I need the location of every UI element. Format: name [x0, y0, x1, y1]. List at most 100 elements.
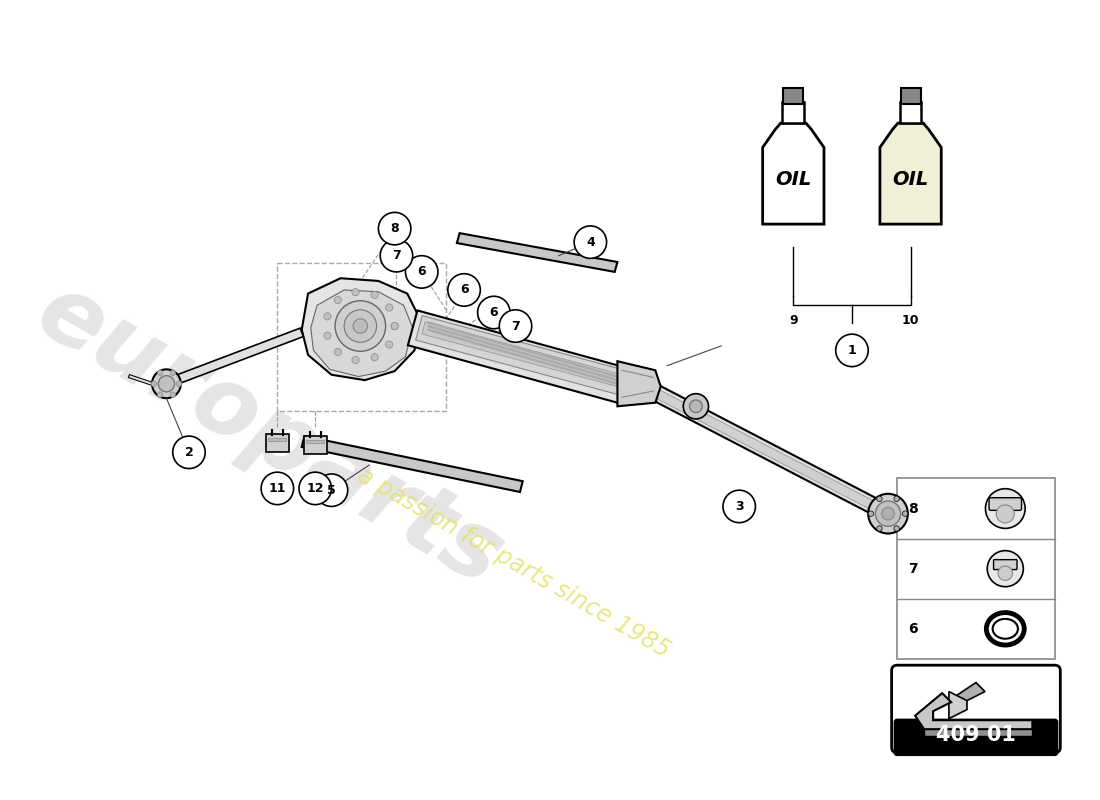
FancyBboxPatch shape: [304, 436, 327, 454]
Text: 8: 8: [390, 222, 399, 235]
FancyBboxPatch shape: [894, 719, 1057, 755]
Circle shape: [386, 304, 393, 311]
Polygon shape: [169, 328, 304, 386]
Circle shape: [344, 310, 376, 342]
Circle shape: [386, 341, 393, 348]
Text: europarts: europarts: [21, 266, 519, 606]
Polygon shape: [428, 325, 618, 381]
Text: 5: 5: [327, 484, 336, 497]
Polygon shape: [762, 123, 824, 224]
Circle shape: [261, 472, 294, 505]
FancyBboxPatch shape: [993, 560, 1018, 570]
Circle shape: [173, 436, 206, 469]
Circle shape: [390, 322, 398, 330]
Circle shape: [353, 319, 367, 334]
FancyBboxPatch shape: [901, 88, 921, 104]
Polygon shape: [428, 329, 618, 385]
Circle shape: [448, 274, 481, 306]
Circle shape: [876, 501, 901, 526]
Circle shape: [723, 490, 756, 522]
Polygon shape: [408, 310, 631, 404]
Circle shape: [477, 296, 510, 329]
FancyBboxPatch shape: [892, 665, 1060, 753]
Circle shape: [352, 289, 359, 296]
Polygon shape: [617, 362, 661, 406]
Circle shape: [157, 392, 163, 398]
Circle shape: [683, 394, 708, 419]
FancyBboxPatch shape: [896, 478, 1055, 659]
FancyBboxPatch shape: [783, 88, 803, 104]
Circle shape: [334, 348, 341, 355]
FancyBboxPatch shape: [268, 438, 286, 442]
Text: 9: 9: [789, 314, 797, 327]
Circle shape: [882, 507, 894, 520]
Circle shape: [151, 381, 156, 386]
Circle shape: [877, 496, 882, 502]
Circle shape: [371, 354, 378, 361]
Circle shape: [390, 322, 398, 330]
Text: 3: 3: [735, 500, 744, 513]
Circle shape: [902, 511, 908, 516]
Text: 6: 6: [909, 622, 918, 636]
Circle shape: [997, 505, 1014, 523]
Circle shape: [868, 494, 908, 534]
Polygon shape: [651, 388, 877, 510]
Polygon shape: [416, 316, 629, 396]
Text: 6: 6: [460, 283, 469, 297]
Circle shape: [868, 511, 873, 516]
Text: 12: 12: [307, 482, 324, 495]
Polygon shape: [301, 278, 419, 380]
Circle shape: [299, 472, 331, 505]
Text: 4: 4: [586, 236, 595, 249]
Circle shape: [323, 332, 331, 339]
Circle shape: [378, 212, 411, 245]
Polygon shape: [301, 436, 522, 492]
Circle shape: [499, 310, 531, 342]
Polygon shape: [915, 693, 1032, 730]
Text: 8: 8: [909, 502, 918, 515]
Polygon shape: [646, 382, 878, 514]
Polygon shape: [456, 233, 617, 272]
Polygon shape: [428, 322, 618, 378]
Circle shape: [877, 526, 882, 531]
Text: 7: 7: [512, 319, 520, 333]
Circle shape: [690, 400, 702, 413]
Circle shape: [894, 496, 900, 502]
Polygon shape: [949, 691, 967, 718]
Polygon shape: [880, 123, 942, 224]
Circle shape: [323, 313, 331, 320]
Circle shape: [170, 370, 175, 375]
Text: 6: 6: [417, 266, 426, 278]
Circle shape: [152, 370, 180, 398]
Circle shape: [371, 291, 378, 298]
Circle shape: [176, 381, 182, 386]
FancyBboxPatch shape: [989, 498, 1022, 510]
Text: 11: 11: [268, 482, 286, 495]
Polygon shape: [949, 682, 984, 710]
Circle shape: [836, 334, 868, 366]
Circle shape: [894, 526, 900, 531]
Text: 1: 1: [848, 344, 856, 357]
Circle shape: [986, 489, 1025, 528]
Circle shape: [381, 239, 412, 272]
FancyBboxPatch shape: [265, 434, 289, 452]
Text: 7: 7: [392, 249, 400, 262]
Circle shape: [157, 370, 163, 375]
Text: OIL: OIL: [892, 170, 928, 189]
Text: 7: 7: [909, 562, 918, 576]
Polygon shape: [310, 290, 412, 377]
Circle shape: [336, 301, 386, 351]
Text: 10: 10: [902, 314, 920, 327]
FancyBboxPatch shape: [306, 440, 324, 443]
Text: 2: 2: [185, 446, 194, 459]
Circle shape: [316, 474, 348, 506]
Circle shape: [352, 356, 359, 363]
Polygon shape: [782, 102, 804, 123]
Circle shape: [574, 226, 606, 258]
Circle shape: [998, 566, 1012, 581]
Polygon shape: [924, 730, 1032, 735]
Polygon shape: [900, 102, 922, 123]
Text: a passion for parts since 1985: a passion for parts since 1985: [353, 462, 674, 662]
Circle shape: [987, 550, 1023, 586]
Text: 6: 6: [490, 306, 498, 319]
